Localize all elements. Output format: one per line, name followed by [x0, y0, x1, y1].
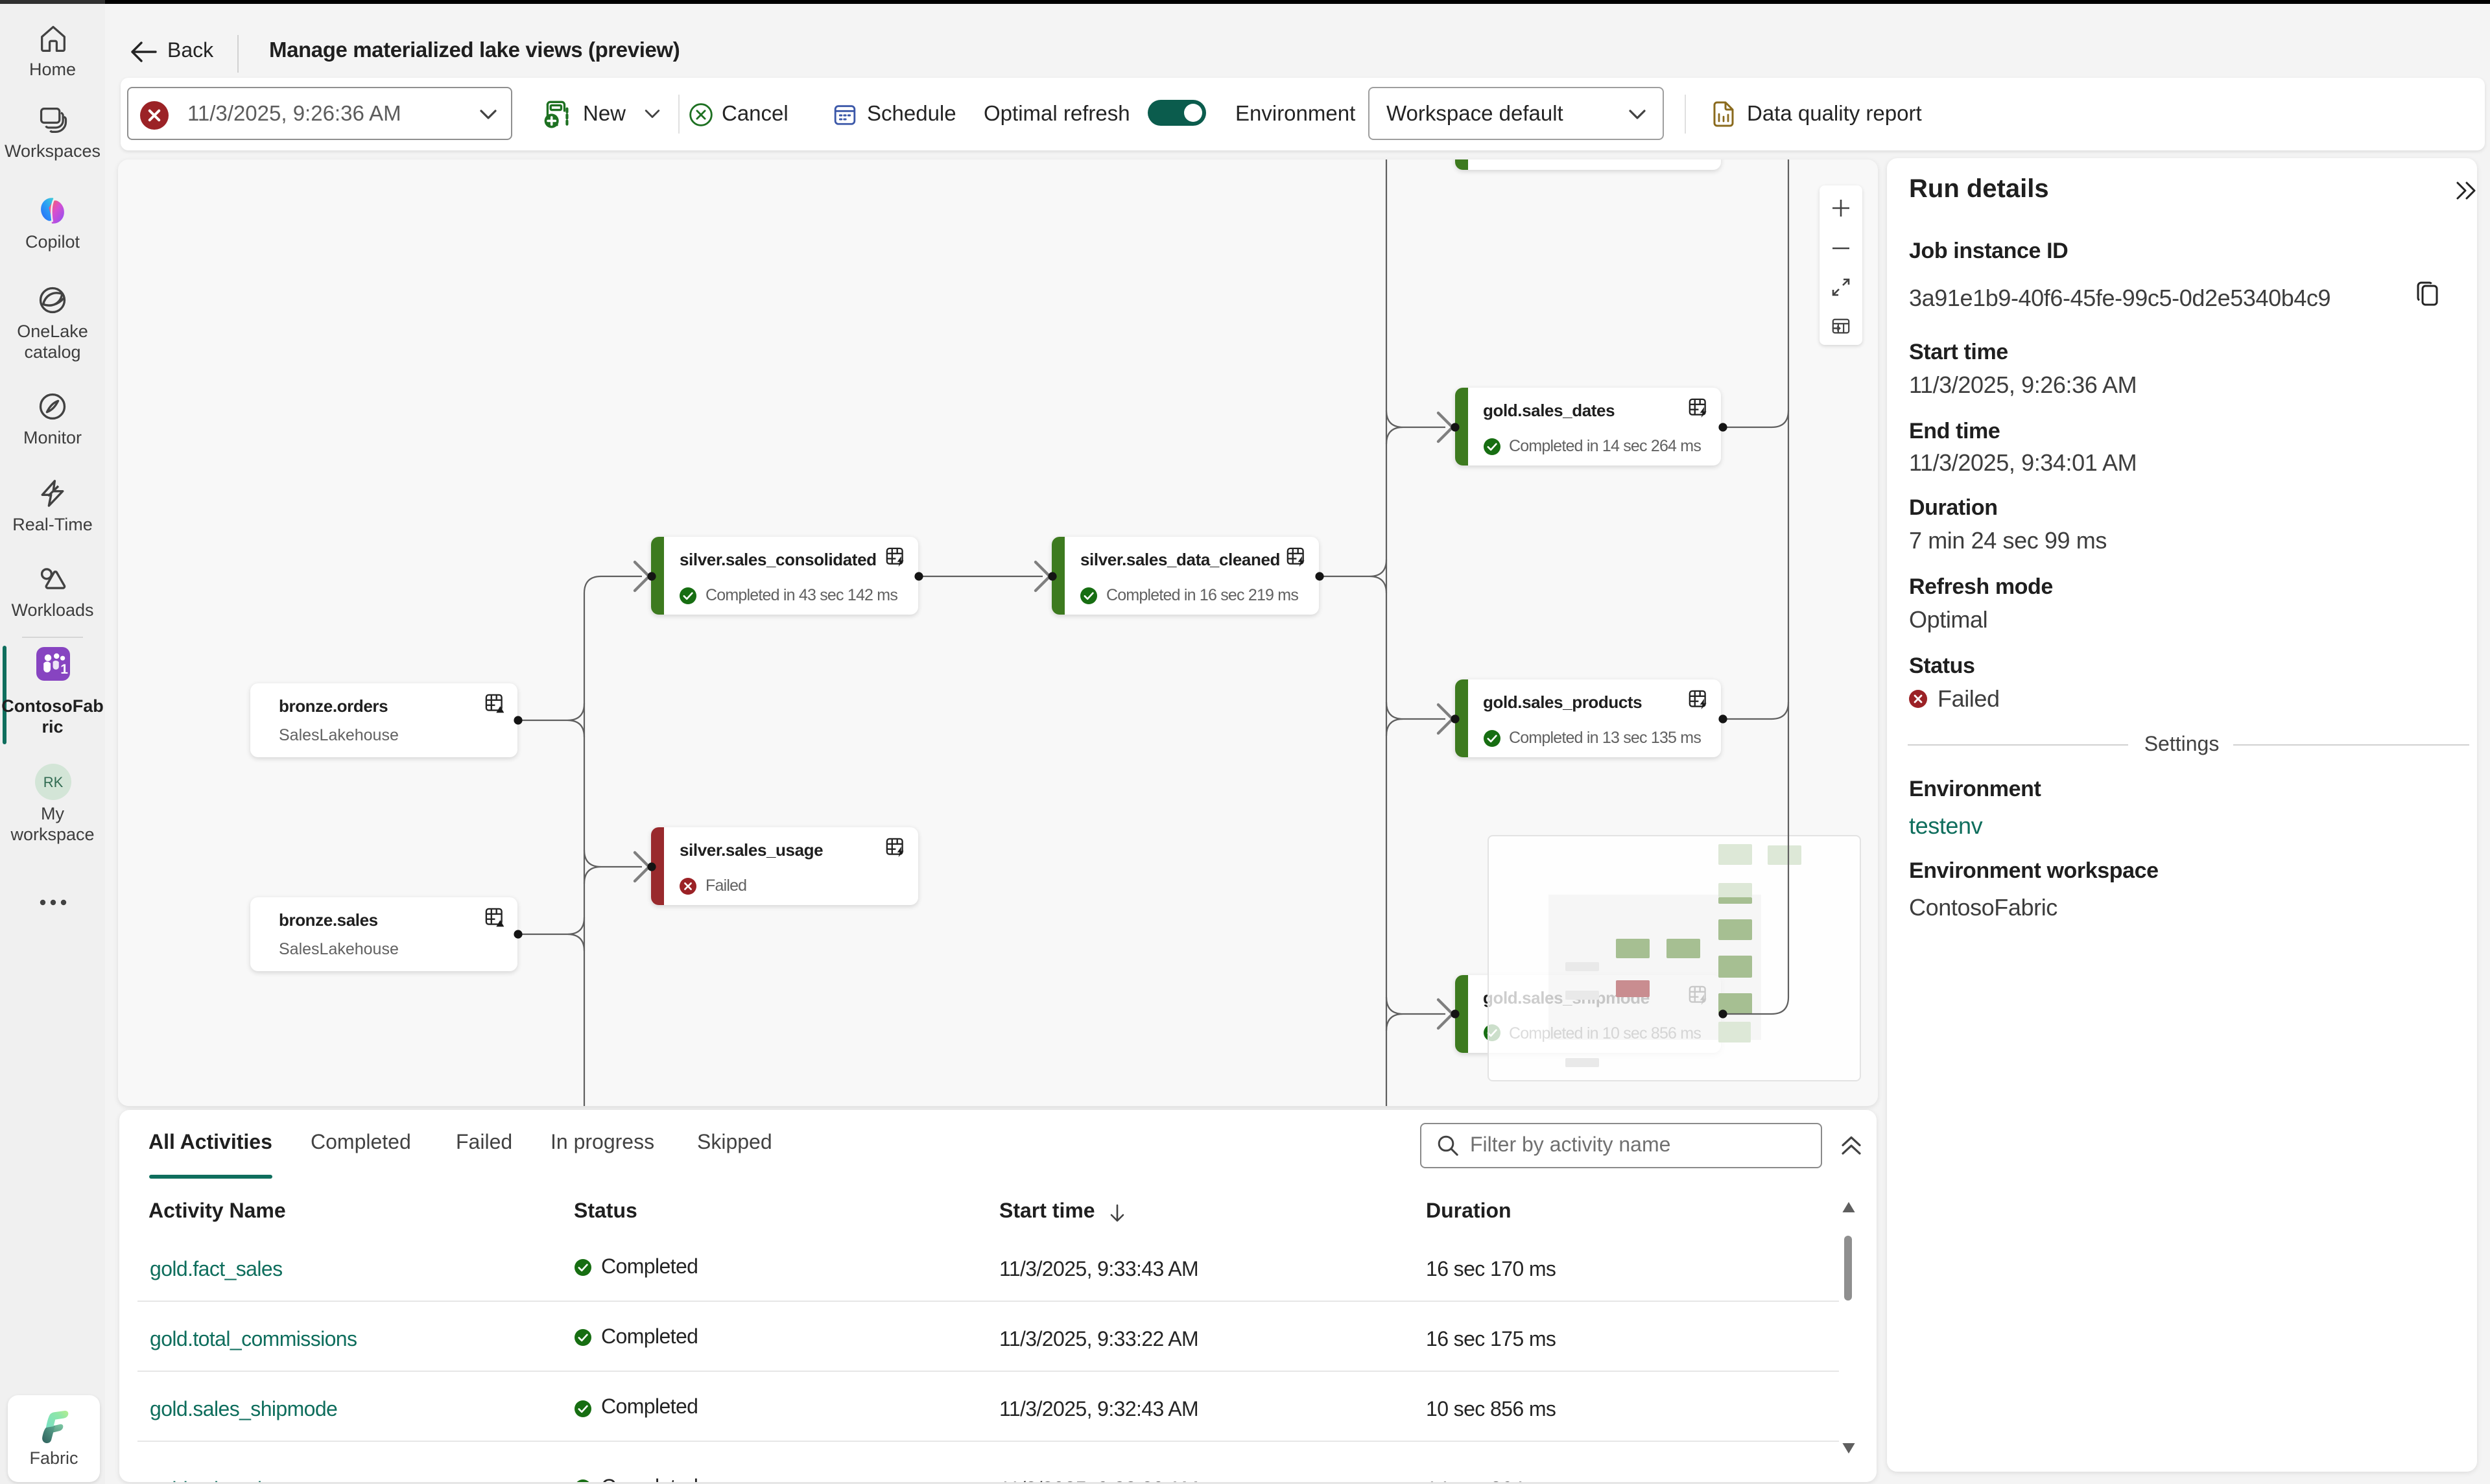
svg-text:1: 1	[60, 662, 67, 677]
svg-text:RK: RK	[43, 774, 63, 790]
